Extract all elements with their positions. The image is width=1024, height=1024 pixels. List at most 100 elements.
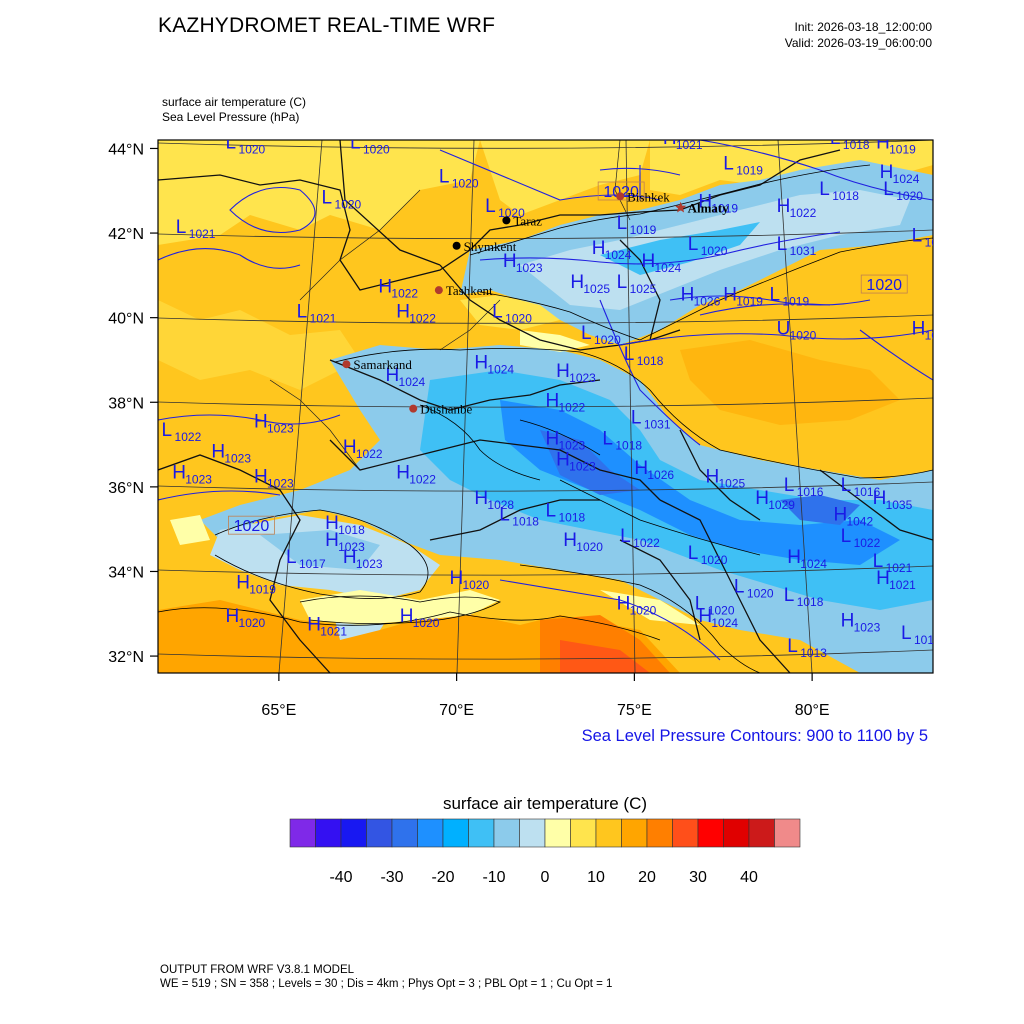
pressure-center-value: 1024 — [893, 172, 920, 186]
pressure-center-letter: H — [634, 458, 648, 479]
colorbar-swatch — [595, 818, 622, 848]
colorbar-swatch — [672, 818, 699, 848]
colorbar-swatch — [774, 818, 801, 848]
pressure-center-value: 1024 — [711, 616, 738, 630]
pressure-center-value: 1022 — [633, 536, 660, 550]
rivers — [269, 140, 631, 471]
pressure-center-letter: L — [485, 196, 496, 217]
pressure-center-letter: H — [236, 572, 250, 593]
pressure-center-value: 1023 — [267, 477, 294, 491]
pressure-center-value: 1023 — [854, 620, 881, 634]
pressure-center-label: H 1021 — [876, 568, 916, 592]
pressure-center-letter: H — [450, 568, 464, 589]
pressure-center-value: 1023 — [569, 371, 596, 385]
pressure-center-value: 1020 — [363, 142, 390, 156]
pressure-center-value: 1025 — [583, 282, 610, 296]
pressure-center-letter: H — [641, 251, 655, 272]
city-dot-icon — [502, 216, 511, 225]
pressure-center-letter: H — [570, 272, 584, 293]
pressure-center-letter: L — [350, 132, 361, 153]
pressure-center-label: L 1022 — [162, 420, 202, 444]
lat-label: 44°N — [108, 141, 144, 158]
pressure-center-letter: H — [563, 530, 577, 551]
pressure-center-letter: H — [880, 162, 894, 183]
pressure-center-value: 1024 — [399, 375, 426, 389]
pressure-center-label: L 1017 — [286, 547, 326, 571]
pressure-center-value: 1020 — [630, 604, 657, 618]
pressure-center-label: H 1020 — [563, 530, 603, 554]
colorbar-tick-label: 40 — [740, 869, 758, 886]
pressure-center-letter: L — [322, 187, 333, 208]
pressure-center-letter: H — [343, 547, 357, 568]
lat-label: 34°N — [108, 564, 144, 581]
contour-label-box — [860, 274, 908, 294]
pressure-center-value: 1021 — [676, 138, 703, 152]
pressure-center-value: 1021 — [889, 578, 916, 592]
pressure-center-letter: H — [787, 547, 801, 568]
pressure-center-value: 1031 — [790, 244, 817, 258]
temperature-colorbar — [289, 818, 801, 848]
pressure-center-value: 1024 — [654, 261, 681, 275]
pressure-center-value: 1021 — [925, 236, 952, 250]
colorbar-swatch — [544, 818, 571, 848]
pressure-center-letter: L — [602, 429, 613, 450]
pressure-center-label: L 1022 — [841, 526, 881, 550]
pressure-center-letter: H — [172, 462, 186, 483]
pressure-center-label: H 1024 — [592, 238, 632, 262]
colorbar-swatch — [417, 818, 444, 848]
pressure-center-label: H 1024 — [641, 251, 681, 275]
lat-label: 42°N — [108, 226, 144, 243]
colorbar-swatch — [748, 818, 775, 848]
pressure-center-letter: L — [581, 323, 592, 344]
pressure-center-value: 1022 — [356, 447, 383, 461]
pressure-center-label: H 1023 — [841, 610, 881, 634]
pressure-center-label: H 1019 — [698, 192, 738, 216]
model-config: WE = 519 ; SN = 358 ; Levels = 30 ; Dis … — [160, 978, 613, 990]
pressure-center-letter: H — [254, 467, 268, 488]
pressure-center-letter: H — [876, 132, 890, 153]
pressure-center-letter: H — [592, 238, 606, 259]
pressure-center-label: L 1020 — [350, 132, 390, 156]
pressure-center-value: 1019 — [711, 202, 738, 216]
lon-label: 75°E — [617, 702, 652, 719]
pressure-center-value: 1022 — [409, 472, 436, 486]
pressure-center-label: L 1018 — [499, 505, 539, 529]
pressure-center-value: 1019 — [630, 223, 657, 237]
colorbar-tick-label: -30 — [380, 869, 403, 886]
pressure-center-value: 1023 — [224, 451, 251, 465]
pressure-center-label: L 1020 — [226, 140, 266, 156]
colorbar-tick-label: 10 — [587, 869, 605, 886]
pressure-center-value: 1016 — [854, 485, 881, 499]
pressure-center-letter: H — [912, 319, 926, 340]
map-lines — [158, 140, 933, 673]
city-name: Tashkent — [446, 283, 493, 298]
pressure-center-letter: L — [688, 234, 699, 255]
city-tashkent: Tashkent — [434, 283, 493, 298]
colorbar-tick-label: 30 — [689, 869, 707, 886]
pressure-center-value: 1020 — [708, 604, 735, 618]
lat-label: 32°N — [108, 649, 144, 666]
pressure-center-label: H 1024 — [787, 547, 827, 571]
pressure-center-letter: L — [492, 302, 503, 323]
city-almaty: Almaty — [674, 201, 729, 216]
pressure-center-value: 1022 — [559, 401, 586, 415]
contour-label-value: 1020 — [866, 277, 902, 294]
pressure-center-label: L 1019 — [617, 213, 657, 237]
colorbar-swatch — [391, 818, 418, 848]
pressure-center-letter: L — [784, 475, 795, 496]
pressure-center-label: H 10 — [912, 319, 933, 343]
city-dot-icon — [616, 192, 625, 201]
pressure-center-letter: L — [819, 179, 830, 200]
pressure-center-value: 1018 — [559, 510, 586, 524]
pressure-center-letter: L — [901, 623, 912, 644]
pressure-center-value: 1023 — [516, 261, 543, 275]
pressure-center-label: L 1020 — [695, 594, 735, 618]
pressure-center-value: 1020 — [335, 197, 362, 211]
pressure-center-value: 1018 — [512, 515, 539, 529]
graticule — [158, 140, 933, 673]
colorbar-swatch — [468, 818, 495, 848]
pressure-center-label: H 1020 — [617, 594, 657, 618]
pressure-center-letter: H — [400, 606, 414, 627]
pressure-center-value: 1023 — [559, 439, 586, 453]
